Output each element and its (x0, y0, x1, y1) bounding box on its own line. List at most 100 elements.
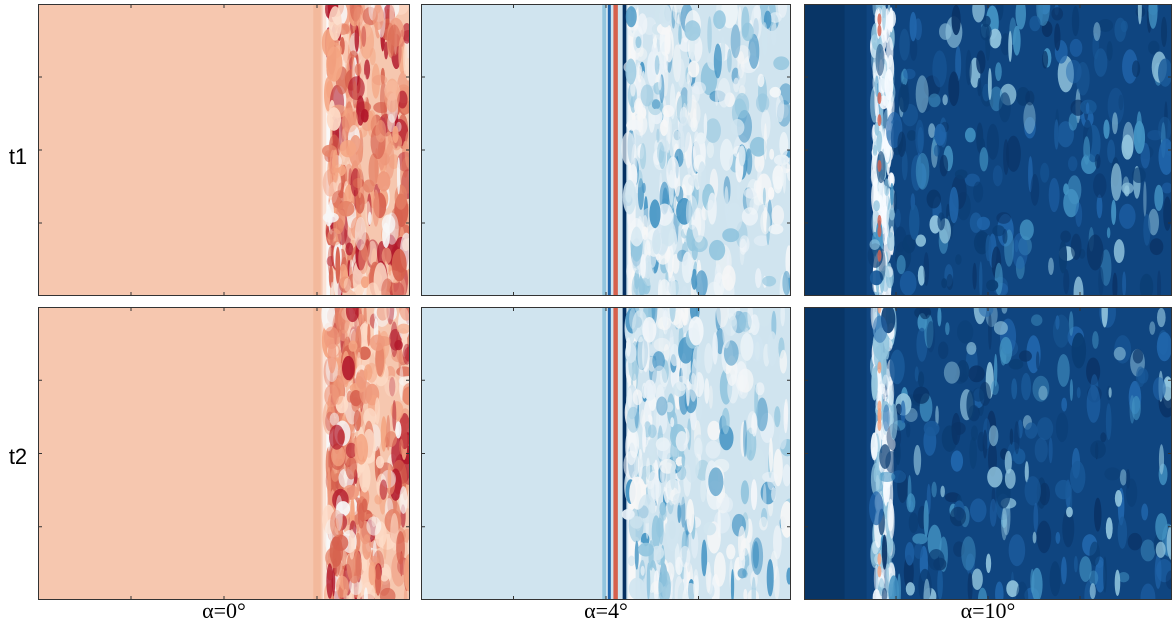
column-label: α=0° (202, 598, 246, 623)
flow-structure (1141, 503, 1149, 521)
flow-structure (757, 73, 765, 88)
flow-structure (998, 92, 1011, 123)
flow-structure (881, 534, 888, 570)
flow-structure (1017, 419, 1023, 439)
flow-structure (978, 307, 994, 317)
flow-structure (634, 269, 640, 290)
flow-structure (362, 74, 368, 104)
flow-structure (1015, 4, 1026, 30)
flow-structure (773, 154, 790, 166)
flow-structure (1094, 48, 1108, 77)
flow-structure (360, 276, 370, 289)
streak (844, 307, 867, 600)
flow-structure (1161, 182, 1172, 194)
row-label: t1 (9, 144, 27, 169)
flow-structure (931, 481, 937, 498)
flow-structure (767, 331, 778, 367)
flow-structure (971, 568, 983, 590)
flow-structure (966, 342, 977, 355)
flow-structure (1149, 238, 1164, 256)
flow-structure (1073, 276, 1084, 296)
flow-structure (893, 190, 898, 214)
flow-structure (995, 62, 1002, 82)
flow-structure (1067, 175, 1082, 205)
flow-structure (1124, 185, 1130, 197)
flow-structure (1028, 156, 1033, 193)
flow-structure (326, 107, 342, 131)
flow-structure (1048, 177, 1060, 213)
flow-structure (1038, 385, 1048, 401)
flow-structure (646, 51, 657, 87)
flow-structure (923, 420, 940, 437)
flow-structure (633, 278, 648, 296)
flow-structure (720, 496, 734, 513)
streak (322, 307, 328, 600)
flow-structure (897, 131, 906, 157)
flow-structure (694, 437, 703, 459)
flow-structure (953, 541, 965, 557)
flow-structure (734, 92, 750, 119)
flow-structure (883, 474, 889, 507)
flow-structure (643, 234, 647, 256)
flow-structure (335, 495, 343, 531)
flow-structure (1083, 136, 1091, 165)
flow-structure (912, 533, 928, 545)
flow-structure (687, 82, 692, 114)
flow-structure (769, 86, 781, 98)
flow-structure (881, 587, 888, 600)
flow-structure (695, 270, 708, 296)
flow-structure (1119, 203, 1136, 229)
flow-structure (726, 544, 736, 560)
flow-structure (1143, 213, 1151, 246)
flow-structure (1006, 135, 1021, 172)
flow-structure (1148, 40, 1160, 55)
hot-spot (877, 159, 882, 172)
flow-structure (870, 462, 881, 496)
flow-structure (352, 80, 358, 109)
flow-structure (359, 461, 371, 493)
flow-structure (869, 491, 884, 526)
flow-structure (987, 67, 992, 101)
flow-structure (1073, 555, 1078, 573)
flow-structure (328, 265, 334, 289)
flow-structure (404, 346, 410, 362)
flow-structure (968, 365, 985, 383)
flow-structure (399, 307, 410, 321)
flow-structure (387, 463, 392, 491)
flow-structure (355, 192, 365, 214)
flow-structure (1004, 468, 1016, 489)
flow-structure (889, 403, 898, 441)
flow-structure (621, 508, 635, 520)
flow-structure (1055, 315, 1060, 330)
flow-structure (337, 587, 344, 600)
flow-structure (399, 486, 408, 514)
hot-spot (877, 92, 882, 105)
flow-structure (898, 84, 910, 113)
flow-structure (1121, 134, 1134, 160)
flow-structure (717, 509, 721, 539)
flow-structure (642, 182, 646, 194)
flow-structure (886, 200, 895, 238)
flow-structure (777, 4, 788, 18)
flow-structure (881, 4, 887, 31)
flow-structure (750, 334, 764, 362)
flow-structure (1106, 41, 1113, 61)
flow-structure (780, 307, 785, 327)
flow-structure (999, 336, 1013, 365)
flow-structure (707, 420, 721, 441)
flow-structure (372, 74, 388, 86)
flow-structure (942, 94, 948, 106)
flow-structure (1032, 531, 1037, 544)
flow-structure (329, 412, 340, 426)
flow-structure (341, 127, 349, 141)
flow-structure (1148, 208, 1160, 236)
flow-structure (932, 50, 947, 88)
flow-structure (708, 467, 724, 497)
flow-structure (368, 561, 376, 586)
flow-structure (771, 487, 777, 502)
flow-structure (1137, 368, 1149, 384)
flow-structure (885, 450, 898, 474)
flow-structure (639, 143, 647, 170)
flow-structure (1094, 559, 1106, 593)
flow-structure (888, 503, 895, 539)
